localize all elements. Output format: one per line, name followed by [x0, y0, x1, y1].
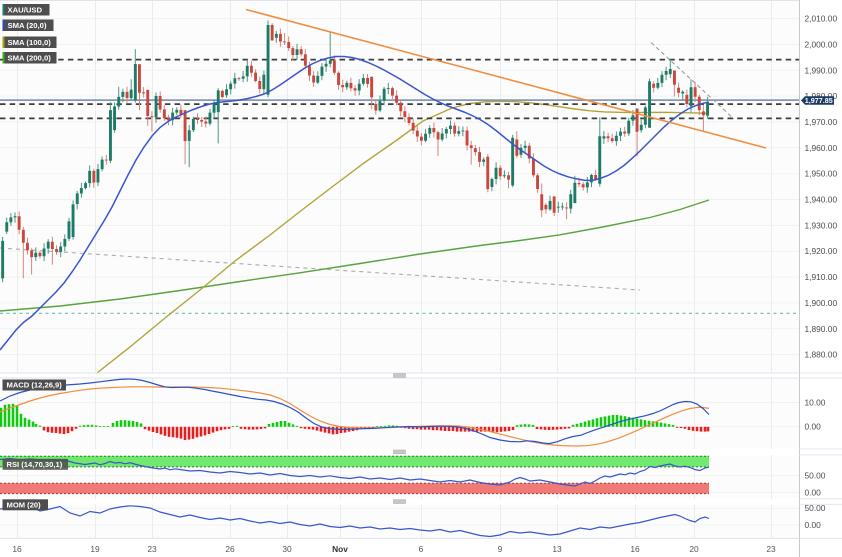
- svg-text:16: 16: [630, 544, 640, 554]
- svg-text:1,977.85: 1,977.85: [805, 96, 833, 105]
- svg-text:10.00: 10.00: [805, 398, 826, 408]
- svg-text:MOM (20): MOM (20): [7, 500, 42, 509]
- svg-text:1,960.00: 1,960.00: [805, 143, 838, 153]
- svg-text:30: 30: [282, 544, 292, 554]
- svg-text:1,940.00: 1,940.00: [805, 195, 838, 205]
- svg-text:0.00: 0.00: [805, 520, 822, 530]
- svg-text:2,000.00: 2,000.00: [805, 39, 838, 49]
- svg-text:1,930.00: 1,930.00: [805, 220, 838, 230]
- svg-text:2,010.00: 2,010.00: [805, 14, 838, 24]
- svg-text:XAU/USD: XAU/USD: [8, 6, 43, 15]
- svg-text:50.00: 50.00: [805, 471, 826, 481]
- svg-text:50.00: 50.00: [805, 503, 826, 513]
- svg-text:1,920.00: 1,920.00: [805, 246, 838, 256]
- svg-text:9: 9: [498, 544, 503, 554]
- svg-text:SMA (20,0): SMA (20,0): [8, 21, 47, 30]
- svg-text:SMA (200,0): SMA (200,0): [8, 54, 52, 63]
- svg-text:1,880.00: 1,880.00: [805, 350, 838, 360]
- svg-text:1,950.00: 1,950.00: [805, 169, 838, 179]
- svg-text:13: 13: [552, 544, 562, 554]
- svg-text:16: 16: [12, 544, 22, 554]
- svg-text:1,990.00: 1,990.00: [805, 65, 838, 75]
- svg-text:19: 19: [90, 544, 100, 554]
- svg-text:RSI (14,70,30,1): RSI (14,70,30,1): [7, 460, 63, 469]
- svg-text:0.00: 0.00: [805, 422, 822, 432]
- svg-text:1,910.00: 1,910.00: [805, 272, 838, 282]
- svg-text:23: 23: [147, 544, 157, 554]
- svg-text:20: 20: [689, 544, 699, 554]
- svg-text:SMA (100,0): SMA (100,0): [8, 38, 52, 47]
- svg-text:1,980.00: 1,980.00: [805, 91, 838, 101]
- svg-text:1,900.00: 1,900.00: [805, 298, 838, 308]
- svg-text:1,890.00: 1,890.00: [805, 324, 838, 334]
- svg-text:0.00: 0.00: [805, 487, 822, 497]
- svg-text:6: 6: [419, 544, 424, 554]
- svg-text:Nov: Nov: [332, 544, 348, 554]
- svg-text:23: 23: [766, 544, 776, 554]
- svg-text:1,970.00: 1,970.00: [805, 117, 838, 127]
- svg-text:26: 26: [225, 544, 235, 554]
- svg-text:MACD (12,26,9): MACD (12,26,9): [7, 381, 63, 390]
